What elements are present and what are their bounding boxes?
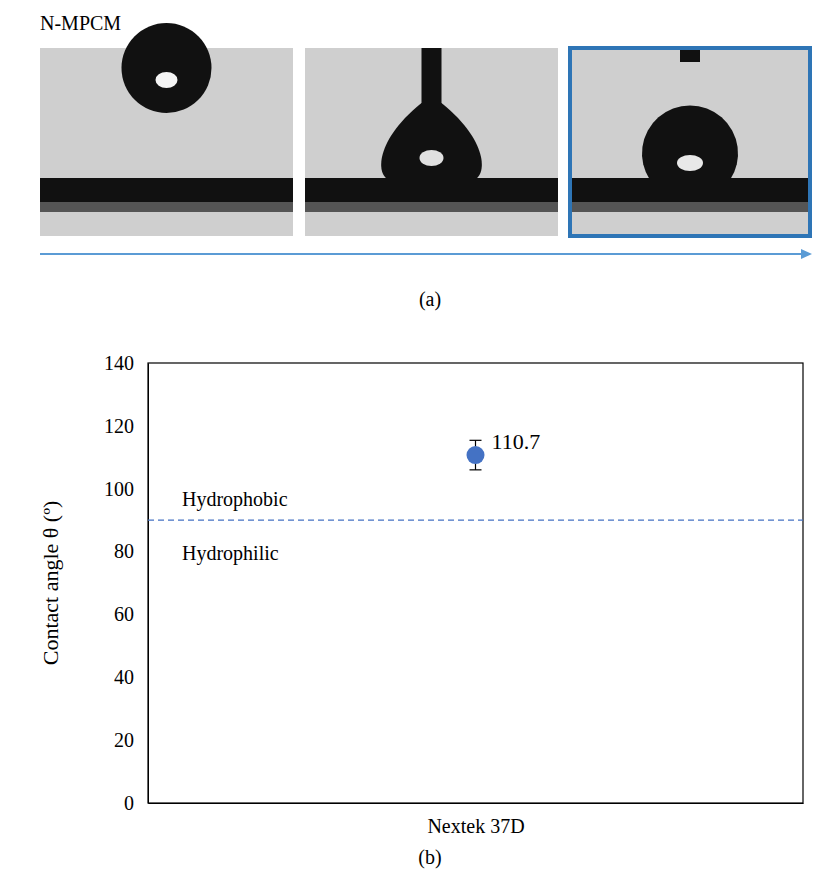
y-tick: 40 [114, 666, 148, 688]
y-tick-label: 20 [114, 729, 134, 751]
image-background [305, 48, 558, 236]
droplet-highlight [677, 155, 703, 171]
error-cap [470, 469, 482, 470]
substrate [40, 178, 293, 202]
figure: N-MPCM (a) 0 20 40 60 80 100 120 140 Nextek 37D Con… [0, 0, 815, 872]
droplet-highlight [420, 150, 444, 166]
sequence-arrowhead [801, 249, 812, 259]
y-tick-label: 80 [114, 540, 134, 562]
highlight-frame [570, 48, 810, 236]
y-tick: 120 [104, 415, 148, 437]
region-annotation: Hydrophobic [182, 488, 288, 511]
panel-a-title: N-MPCM [40, 12, 121, 34]
y-tick-label: 0 [124, 792, 134, 814]
substrate [305, 178, 558, 202]
y-tick: 140 [104, 352, 148, 374]
droplet [642, 105, 738, 180]
panel-label: (b) [418, 846, 441, 869]
droplet [122, 23, 212, 113]
substrate-shadow [40, 202, 293, 212]
y-tick: 60 [114, 603, 148, 625]
y-tick: 20 [114, 729, 148, 751]
y-axis-title: Contact angle θ (º) [38, 501, 63, 666]
substrate-shadow [305, 202, 558, 212]
needle [680, 48, 700, 62]
droplet [381, 103, 482, 180]
y-tick-label: 40 [114, 666, 134, 688]
x-axis-line [149, 803, 804, 804]
needle [422, 48, 442, 108]
y-tick: 80 [114, 540, 148, 562]
data-point [467, 446, 485, 464]
sequence-arrow [40, 253, 803, 255]
y-axis-line [148, 364, 149, 804]
panel-label: (a) [419, 288, 441, 311]
region-annotation: Hydrophilic [182, 542, 279, 565]
y-tick-label: 100 [104, 478, 134, 500]
y-axis: 0 20 40 60 80 100 120 140 [104, 352, 149, 814]
droplet-image [40, 23, 293, 236]
droplet-image [305, 48, 558, 236]
y-tick-label: 120 [104, 415, 134, 437]
x-tick-label: Nextek 37D [427, 815, 524, 837]
error-cap [470, 440, 482, 441]
y-tick-label: 60 [114, 603, 134, 625]
y-tick: 100 [104, 478, 148, 500]
substrate [570, 178, 810, 202]
image-background [570, 48, 810, 236]
plot-marks [148, 440, 803, 520]
substrate-shadow [570, 202, 810, 212]
plot-frame [148, 363, 803, 803]
data-label: 110.7 [492, 429, 541, 454]
threshold-line [148, 520, 803, 521]
droplet-image [570, 48, 810, 236]
y-tick: 0 [124, 792, 148, 814]
droplet-highlight [156, 72, 178, 88]
y-tick-label: 140 [104, 352, 134, 374]
image-background [40, 48, 293, 236]
x-axis: Nextek 37D [149, 803, 804, 837]
x-tick: Nextek 37D [427, 803, 524, 837]
